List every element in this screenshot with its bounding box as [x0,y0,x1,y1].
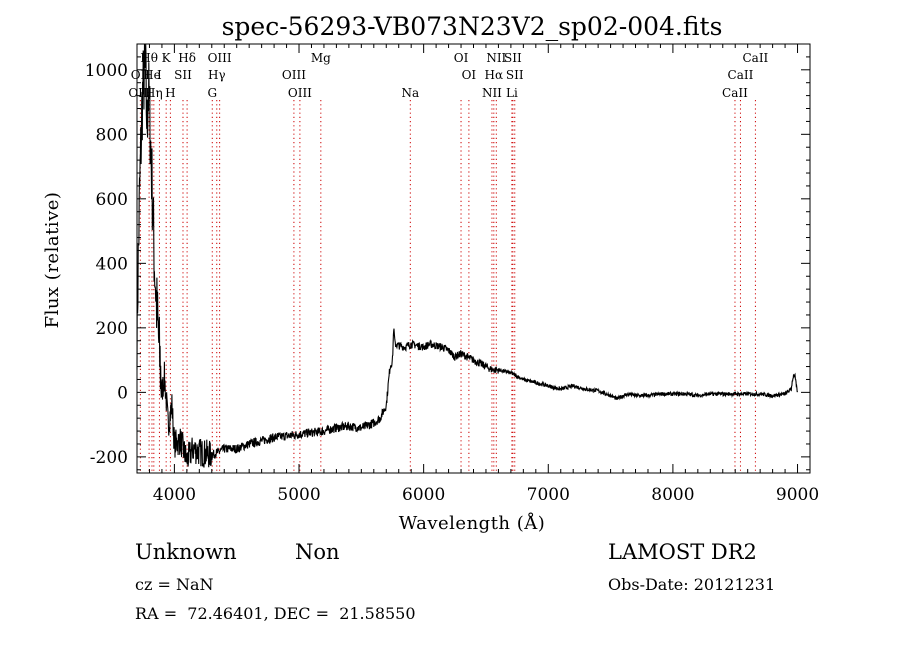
x-tick-label: 8000 [651,485,694,505]
line-label: K [162,51,172,65]
line-label: OI [454,51,469,65]
x-tick-label: 5000 [277,485,320,505]
chart-title: spec-56293-VB073N23V2_sp02-004.fits [222,12,723,41]
line-label: G [207,86,217,100]
line-label: CaII [728,68,754,82]
line-label: NII [486,51,506,65]
line-label: OI [462,68,477,82]
survey-name: LAMOST DR2 [608,540,757,564]
line-label: OIII [208,51,232,65]
x-tick-label: 6000 [402,485,445,505]
y-axis: -200 0 200 400 600 800 1000 [85,43,810,471]
object-class: Unknown [135,540,237,564]
line-label: He [143,68,161,82]
emission-line-markers [139,100,756,473]
y-tick-label: 200 [96,319,128,339]
observation-date: Obs-Date: 20121231 [608,575,776,594]
spectrum-line [136,43,799,468]
line-label: SII [504,51,522,65]
object-subclass: Non [295,540,340,564]
line-label: NII [482,86,502,100]
line-label: OII [131,68,151,82]
line-label: I [157,68,162,82]
y-tick-label: 600 [96,190,128,210]
line-label: Hγ [208,68,226,82]
line-label: Hα [485,68,504,82]
plot-frame [136,43,811,474]
redshift-cz: cz = NaN [135,575,214,594]
line-label: Na [401,86,419,100]
line-label: H [165,86,175,100]
x-tick-label: 4000 [153,485,196,505]
line-label: CaII [722,86,748,100]
y-tick-label: 1000 [85,61,128,81]
y-tick-label: 400 [96,254,128,274]
x-tick-label: 7000 [527,485,570,505]
line-label: OIII [288,86,312,100]
y-tick-label: 800 [96,125,128,145]
y-axis-label: Flux (relative) [42,192,63,329]
coordinates: RA = 72.46401, DEC = 21.58550 [135,604,416,623]
line-label: Li [506,86,518,100]
line-label: Hδ [178,51,196,65]
line-label: OIII [282,68,306,82]
line-label: SII [506,68,524,82]
y-tick-label: 0 [117,383,128,403]
y-tick-label: -200 [90,448,128,468]
line-label: SII [174,68,192,82]
x-axis: 4000 5000 6000 7000 8000 9000 [148,44,819,505]
x-tick-label: 9000 [776,485,819,505]
line-label: CaII [742,51,768,65]
x-axis-label: Wavelength (Å) [399,512,546,534]
line-label: Mg [311,51,331,65]
